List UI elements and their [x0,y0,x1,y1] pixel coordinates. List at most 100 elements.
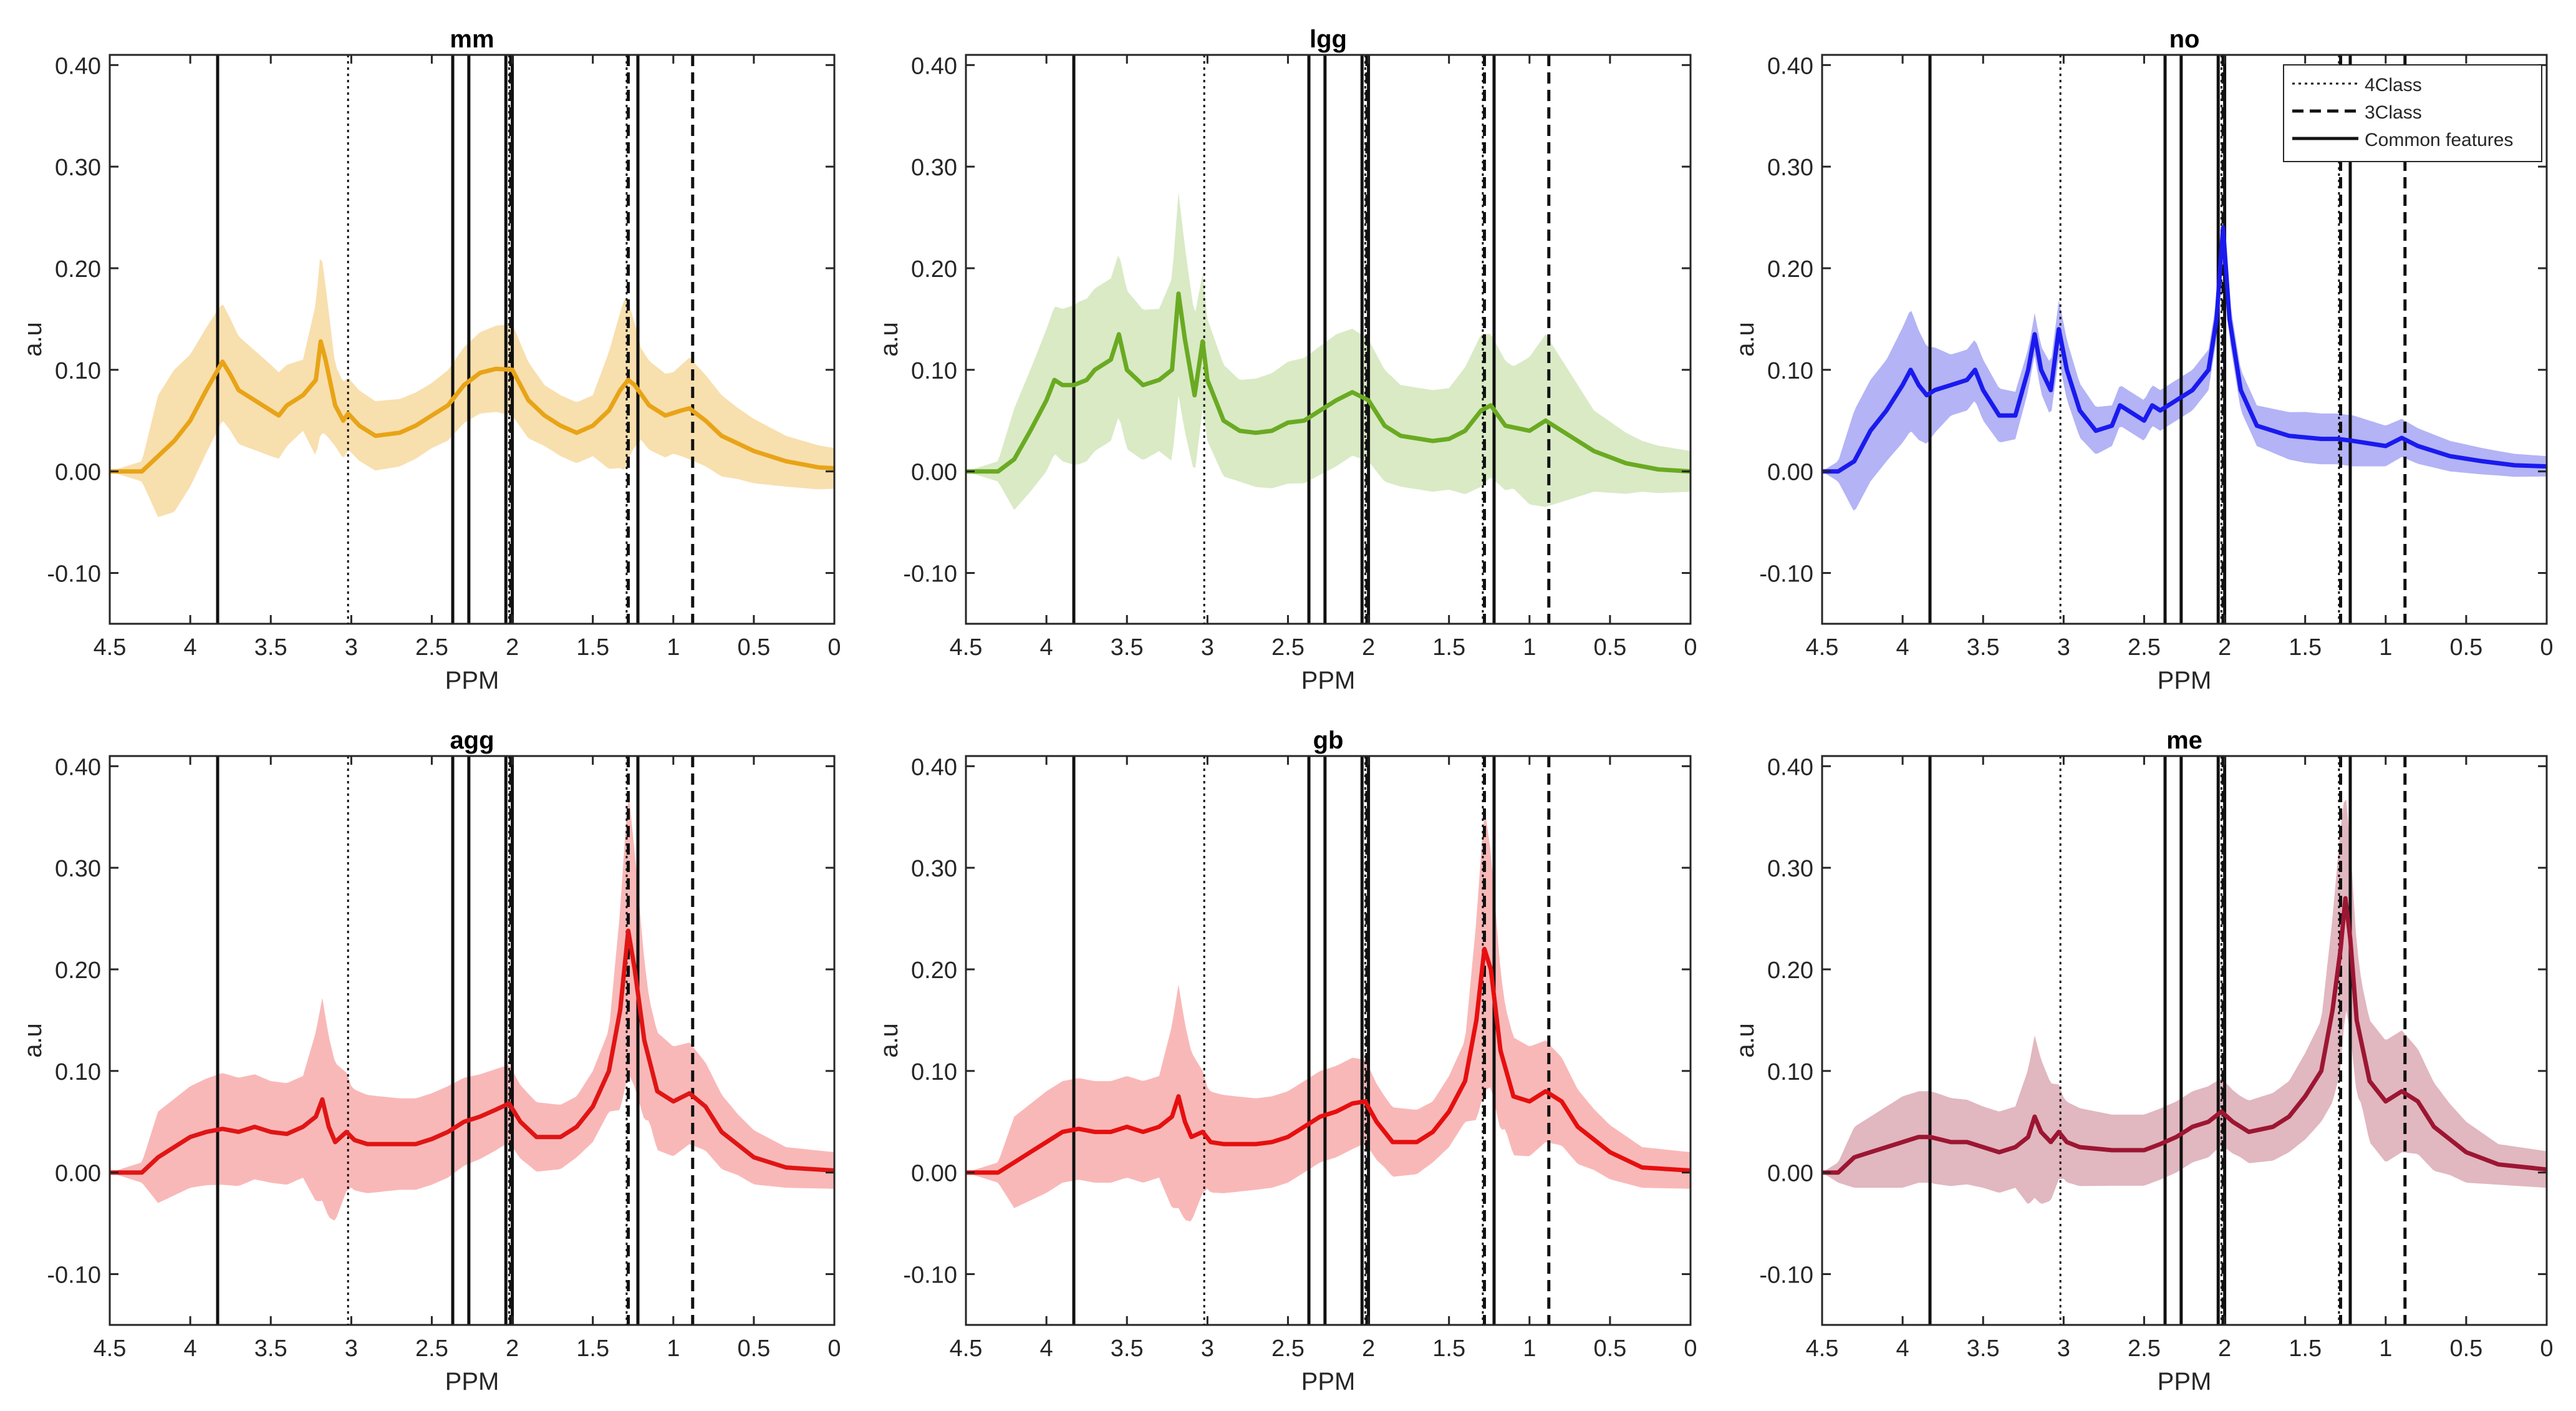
x-tick-label: 3.5 [254,1336,287,1362]
x-tick-label: 3.5 [254,634,287,661]
panel-agg: 0.40 0.30 0.20 0.10 0.00 -0.10 4.5 4 3.5 3 2.5 2 1.5… [19,727,841,1395]
x-tick-label: 3 [345,1336,358,1362]
axes-box [1821,54,2548,625]
x-tick-label: 4.5 [94,1336,127,1362]
x-tick-label: 4.5 [1806,1336,1839,1362]
y-tick-label: -0.10 [1759,1263,1813,1289]
x-axis-label: PPM [2158,1368,2212,1395]
x-tick-label: 3 [2057,1336,2070,1362]
y-tick-label: 0.30 [911,856,957,882]
x-tick-label: 1.5 [1432,634,1465,661]
std-band-agg [110,796,834,1221]
y-tick-label: 0.20 [55,256,101,283]
panel-title: lgg [1310,26,1347,53]
y-axis-label: a.u [876,1023,903,1058]
x-tick-label: 2.5 [1271,1336,1305,1362]
x-tick-label: 1 [1523,1336,1536,1362]
y-axis-label: a.u [19,322,47,357]
y-axis-label: a.u [1732,322,1759,357]
x-tick-label: 2 [2218,1336,2231,1362]
y-tick-label: 0.40 [1767,53,1813,79]
y-tick-label: 0.10 [1767,1059,1813,1085]
y-tick-label: 0.30 [55,856,101,882]
y-tick-label: 0.30 [1767,155,1813,181]
x-tick-label: 3 [1201,634,1214,661]
mean-line-lgg [966,291,1691,474]
x-tick-label: 0 [827,634,841,661]
x-tick-label: 2.5 [415,634,448,661]
y-tick-label: 0.20 [911,256,957,283]
y-tick-label: -0.10 [1759,561,1813,588]
mean-line-agg [110,928,835,1175]
y-tick-label: 0.40 [911,53,957,79]
x-axis-label: PPM [445,1368,499,1395]
axes-box [965,755,1692,1326]
x-tick-label: 3.5 [1111,1336,1144,1362]
y-tick-label: 0.00 [55,460,101,486]
legend-label: 4Class [2365,75,2422,95]
y-tick-label: 0.40 [55,754,101,780]
y-tick-label: 0.20 [911,958,957,984]
x-axis-label: PPM [445,667,499,694]
x-tick-label: 1.5 [576,634,609,661]
y-tick-label: -0.10 [47,1263,101,1289]
x-axis-label: PPM [2158,667,2212,694]
x-axis-label: PPM [1301,1368,1356,1395]
y-tick-label: -0.10 [47,561,101,588]
x-tick-label: 0.5 [1593,634,1626,661]
y-tick-label: 0.20 [1767,256,1813,283]
legend-label: 3Class [2365,102,2422,123]
x-tick-label: 1 [667,634,680,661]
std-band-mm [110,259,834,517]
y-tick-label: 0.30 [911,155,957,181]
y-tick-label: 0.00 [1767,460,1813,486]
x-tick-label: 2.5 [1271,634,1305,661]
x-tick-label: 0.5 [2449,634,2482,661]
x-tick-label: 1 [667,1336,680,1362]
legend-box [2283,64,2542,162]
panel-title: no [2169,26,2200,53]
y-tick-label: 0.10 [1767,358,1813,384]
y-axis-label: a.u [876,322,903,357]
y-tick-label: 0.00 [55,1161,101,1187]
panel-title: agg [450,727,494,754]
x-tick-label: 0.5 [1593,1336,1626,1362]
y-tick-label: 0.40 [911,754,957,780]
y-tick-label: 0.20 [55,958,101,984]
panel-title: gb [1313,727,1344,754]
x-tick-label: 4.5 [1806,634,1839,661]
x-axis-label: PPM [1301,667,1356,694]
panel-title: me [2166,727,2202,754]
mean-line-mm [110,339,835,474]
std-band-no [1822,207,2547,511]
x-tick-label: 2 [506,634,519,661]
x-tick-label: 0.5 [737,1336,770,1362]
axes-box [109,54,836,625]
x-tick-label: 2.5 [2128,1336,2161,1362]
x-tick-label: 0.5 [2449,1336,2482,1362]
y-tick-label: 0.10 [911,1059,957,1085]
x-tick-label: 1 [2379,1336,2392,1362]
mean-line-no [1822,225,2547,474]
y-tick-label: 0.10 [55,358,101,384]
y-tick-label: -0.10 [903,1263,957,1289]
x-tick-label: 1 [2379,634,2392,661]
x-tick-label: 2 [1362,1336,1375,1362]
y-tick-label: 0.10 [911,358,957,384]
std-band-gb [966,812,1691,1222]
y-tick-label: 0.10 [55,1059,101,1085]
x-tick-label: 1.5 [2289,634,2322,661]
y-axis-label: a.u [1732,1023,1759,1058]
y-tick-label: 0.20 [1767,958,1813,984]
x-tick-label: 1 [1523,634,1536,661]
y-tick-label: 0.00 [911,1161,957,1187]
x-tick-label: 4 [184,1336,197,1362]
x-tick-label: 0.5 [737,634,770,661]
x-tick-label: 4 [184,634,197,661]
std-band-lgg [966,192,1691,510]
x-tick-label: 0 [1684,1336,1697,1362]
x-tick-label: 3 [1201,1336,1214,1362]
x-tick-label: 2 [2218,634,2231,661]
x-tick-label: 2.5 [415,1336,448,1362]
